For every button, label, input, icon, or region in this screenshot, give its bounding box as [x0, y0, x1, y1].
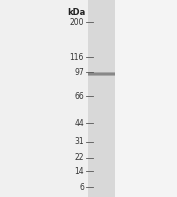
Text: 44: 44	[74, 119, 84, 127]
Bar	[88, 75, 115, 76]
Text: 6: 6	[79, 182, 84, 191]
Text: kDa: kDa	[67, 8, 85, 17]
Bar	[88, 0, 115, 197]
Text: 200: 200	[70, 18, 84, 27]
Text: 97: 97	[74, 68, 84, 76]
Text: 116: 116	[70, 52, 84, 61]
Bar	[88, 72, 115, 76]
Text: 31: 31	[74, 138, 84, 147]
Text: 66: 66	[74, 91, 84, 100]
Bar	[115, 0, 177, 197]
Text: 22: 22	[75, 153, 84, 163]
Text: 14: 14	[74, 166, 84, 176]
Bar	[88, 72, 115, 73]
